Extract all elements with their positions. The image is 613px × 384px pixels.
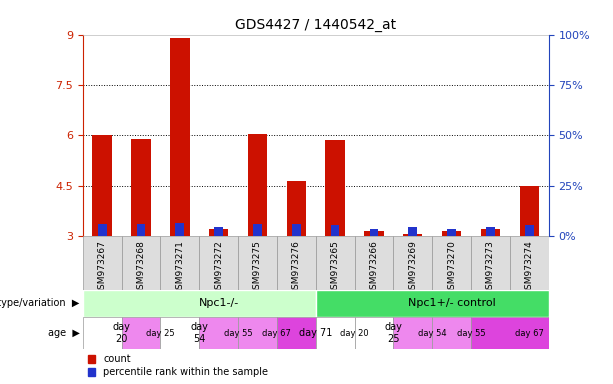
Bar <box>471 236 510 290</box>
Text: day 67: day 67 <box>515 329 544 338</box>
Bar <box>277 236 316 290</box>
Bar <box>199 317 238 349</box>
Bar <box>238 236 277 290</box>
Text: GSM973274: GSM973274 <box>525 240 534 295</box>
Text: GSM973269: GSM973269 <box>408 240 417 295</box>
Bar <box>209 230 228 236</box>
Legend: count, percentile rank within the sample: count, percentile rank within the sample <box>88 354 268 377</box>
Bar <box>277 317 316 349</box>
Bar <box>331 225 340 236</box>
Title: GDS4427 / 1440542_at: GDS4427 / 1440542_at <box>235 18 396 32</box>
Bar <box>161 317 199 349</box>
Bar <box>447 229 456 236</box>
Text: genotype/variation  ▶: genotype/variation ▶ <box>0 298 80 308</box>
Text: day
25: day 25 <box>384 322 402 344</box>
Text: day 67: day 67 <box>262 329 291 338</box>
Bar <box>510 236 549 290</box>
Text: Npc1-/-: Npc1-/- <box>199 298 238 308</box>
Bar <box>253 224 262 236</box>
Text: day 20: day 20 <box>340 329 369 338</box>
Bar <box>394 236 432 290</box>
Bar <box>170 38 189 236</box>
Bar <box>364 231 384 236</box>
Text: GSM973267: GSM973267 <box>97 240 107 295</box>
Bar <box>121 317 161 349</box>
Text: GSM973276: GSM973276 <box>292 240 301 295</box>
Text: day 55: day 55 <box>224 329 253 338</box>
Bar <box>137 224 145 236</box>
Bar <box>83 317 121 349</box>
Text: GSM973270: GSM973270 <box>447 240 456 295</box>
Text: day 25: day 25 <box>146 329 175 338</box>
Bar <box>394 317 432 349</box>
Bar <box>486 227 495 236</box>
Bar <box>525 225 533 236</box>
Bar <box>161 236 199 290</box>
Bar <box>354 236 394 290</box>
Text: GSM973268: GSM973268 <box>137 240 145 295</box>
Text: day 54: day 54 <box>418 329 446 338</box>
Bar <box>481 230 500 236</box>
Text: day 71: day 71 <box>299 328 332 338</box>
Bar <box>519 186 539 236</box>
Bar <box>316 290 549 317</box>
Bar <box>326 141 345 236</box>
Bar <box>175 223 184 236</box>
Text: GSM973271: GSM973271 <box>175 240 185 295</box>
Bar <box>199 236 238 290</box>
Bar <box>83 290 316 317</box>
Text: age  ▶: age ▶ <box>48 328 80 338</box>
Bar <box>354 317 394 349</box>
Text: GSM973272: GSM973272 <box>214 240 223 295</box>
Text: GSM973266: GSM973266 <box>370 240 378 295</box>
Bar <box>370 229 378 236</box>
Bar <box>316 236 354 290</box>
Bar <box>215 227 223 236</box>
Bar <box>93 136 112 236</box>
Bar <box>471 317 549 349</box>
Text: GSM973273: GSM973273 <box>486 240 495 295</box>
Bar <box>121 236 161 290</box>
Bar <box>131 139 151 236</box>
Bar <box>98 224 107 236</box>
Bar <box>316 317 354 349</box>
Text: GSM973275: GSM973275 <box>253 240 262 295</box>
Bar <box>403 235 422 236</box>
Bar <box>432 236 471 290</box>
Text: Npc1+/- control: Npc1+/- control <box>408 298 495 308</box>
Bar <box>432 317 471 349</box>
Bar <box>442 231 462 236</box>
Text: day
54: day 54 <box>190 322 208 344</box>
Bar <box>248 134 267 236</box>
Bar <box>83 236 121 290</box>
Text: day 55: day 55 <box>457 329 485 338</box>
Bar <box>292 224 300 236</box>
Bar <box>408 227 417 236</box>
Bar <box>287 181 306 236</box>
Text: day
20: day 20 <box>113 322 131 344</box>
Text: GSM973265: GSM973265 <box>330 240 340 295</box>
Bar <box>238 317 277 349</box>
